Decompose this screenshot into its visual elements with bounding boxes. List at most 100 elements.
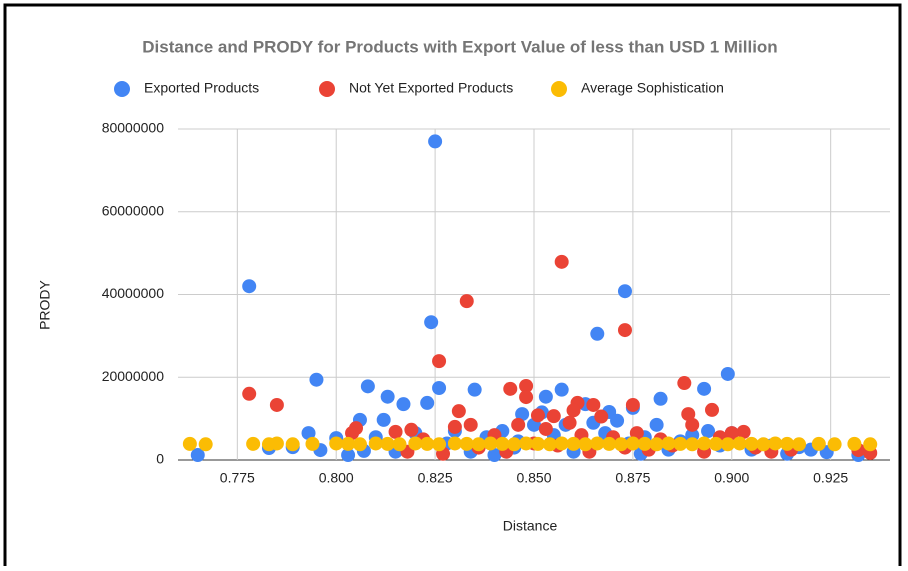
point bbox=[530, 436, 545, 451]
point bbox=[341, 436, 356, 451]
point bbox=[242, 386, 257, 401]
x-tick-label: 0.925 bbox=[813, 470, 848, 486]
point bbox=[705, 402, 719, 417]
point bbox=[554, 436, 569, 451]
x-tick-label: 0.875 bbox=[615, 470, 650, 486]
point bbox=[732, 436, 747, 451]
x-axis-label: Distance bbox=[503, 518, 558, 534]
point bbox=[519, 378, 534, 393]
point bbox=[467, 382, 482, 397]
point bbox=[451, 404, 466, 419]
point bbox=[246, 436, 261, 451]
point bbox=[388, 424, 403, 439]
point bbox=[420, 436, 435, 451]
point bbox=[649, 437, 664, 452]
point bbox=[617, 323, 632, 338]
point bbox=[649, 417, 664, 432]
point bbox=[578, 437, 593, 452]
point bbox=[507, 437, 522, 452]
legend-label: Exported Products bbox=[144, 80, 259, 96]
point bbox=[720, 437, 735, 452]
point bbox=[554, 254, 569, 269]
point bbox=[396, 397, 411, 412]
point bbox=[285, 437, 300, 452]
y-tick-label: 60000000 bbox=[102, 202, 165, 218]
point bbox=[617, 284, 632, 299]
point bbox=[190, 448, 205, 463]
point bbox=[420, 395, 435, 410]
point bbox=[697, 436, 712, 451]
point bbox=[697, 381, 712, 396]
point bbox=[720, 366, 735, 381]
point bbox=[519, 390, 534, 405]
point bbox=[637, 436, 652, 451]
point bbox=[483, 436, 498, 451]
x-tick-label: 0.775 bbox=[220, 470, 255, 486]
point bbox=[756, 437, 771, 452]
point bbox=[566, 403, 581, 418]
point bbox=[269, 397, 284, 412]
point bbox=[424, 315, 439, 330]
point bbox=[847, 436, 862, 451]
point bbox=[610, 413, 625, 428]
point bbox=[768, 436, 783, 451]
point bbox=[392, 437, 407, 452]
point bbox=[463, 417, 478, 432]
x-tick-label: 0.800 bbox=[319, 470, 354, 486]
point bbox=[590, 326, 605, 341]
point bbox=[459, 436, 474, 451]
point bbox=[827, 437, 842, 452]
point bbox=[811, 436, 826, 451]
point bbox=[708, 436, 723, 451]
point bbox=[724, 426, 739, 441]
point bbox=[471, 437, 486, 452]
y-tick-label: 40000000 bbox=[102, 285, 165, 301]
point bbox=[515, 407, 530, 422]
point bbox=[554, 382, 569, 397]
point bbox=[542, 437, 557, 452]
point bbox=[495, 436, 510, 451]
y-tick-label: 0 bbox=[156, 451, 164, 467]
point bbox=[408, 436, 423, 451]
x-tick-label: 0.900 bbox=[714, 470, 749, 486]
point bbox=[780, 436, 795, 451]
point bbox=[376, 412, 391, 427]
point bbox=[744, 436, 759, 451]
point bbox=[360, 379, 375, 394]
legend-swatch bbox=[114, 81, 130, 97]
point bbox=[269, 436, 284, 451]
point bbox=[863, 437, 878, 452]
point bbox=[614, 437, 629, 452]
legend-swatch bbox=[551, 81, 567, 97]
point bbox=[459, 294, 474, 309]
point bbox=[792, 437, 807, 452]
point bbox=[562, 415, 577, 430]
legend-label: Not Yet Exported Products bbox=[349, 80, 513, 96]
point bbox=[701, 424, 716, 439]
point bbox=[653, 391, 668, 406]
point bbox=[673, 436, 688, 451]
point bbox=[447, 436, 462, 451]
point bbox=[432, 437, 447, 452]
point bbox=[432, 354, 447, 369]
point bbox=[428, 134, 443, 149]
point bbox=[594, 409, 609, 424]
point bbox=[432, 381, 447, 396]
point bbox=[447, 419, 462, 434]
point bbox=[352, 437, 367, 452]
point bbox=[309, 372, 324, 387]
point bbox=[546, 409, 561, 424]
x-tick-label: 0.850 bbox=[516, 470, 551, 486]
point bbox=[368, 436, 383, 451]
point bbox=[519, 436, 534, 451]
legend-swatch bbox=[319, 81, 335, 97]
point bbox=[681, 407, 696, 422]
point bbox=[661, 436, 676, 451]
point bbox=[404, 422, 419, 437]
point bbox=[503, 381, 518, 396]
point bbox=[305, 436, 320, 451]
point bbox=[380, 389, 395, 404]
point bbox=[736, 424, 751, 439]
point bbox=[538, 421, 553, 436]
